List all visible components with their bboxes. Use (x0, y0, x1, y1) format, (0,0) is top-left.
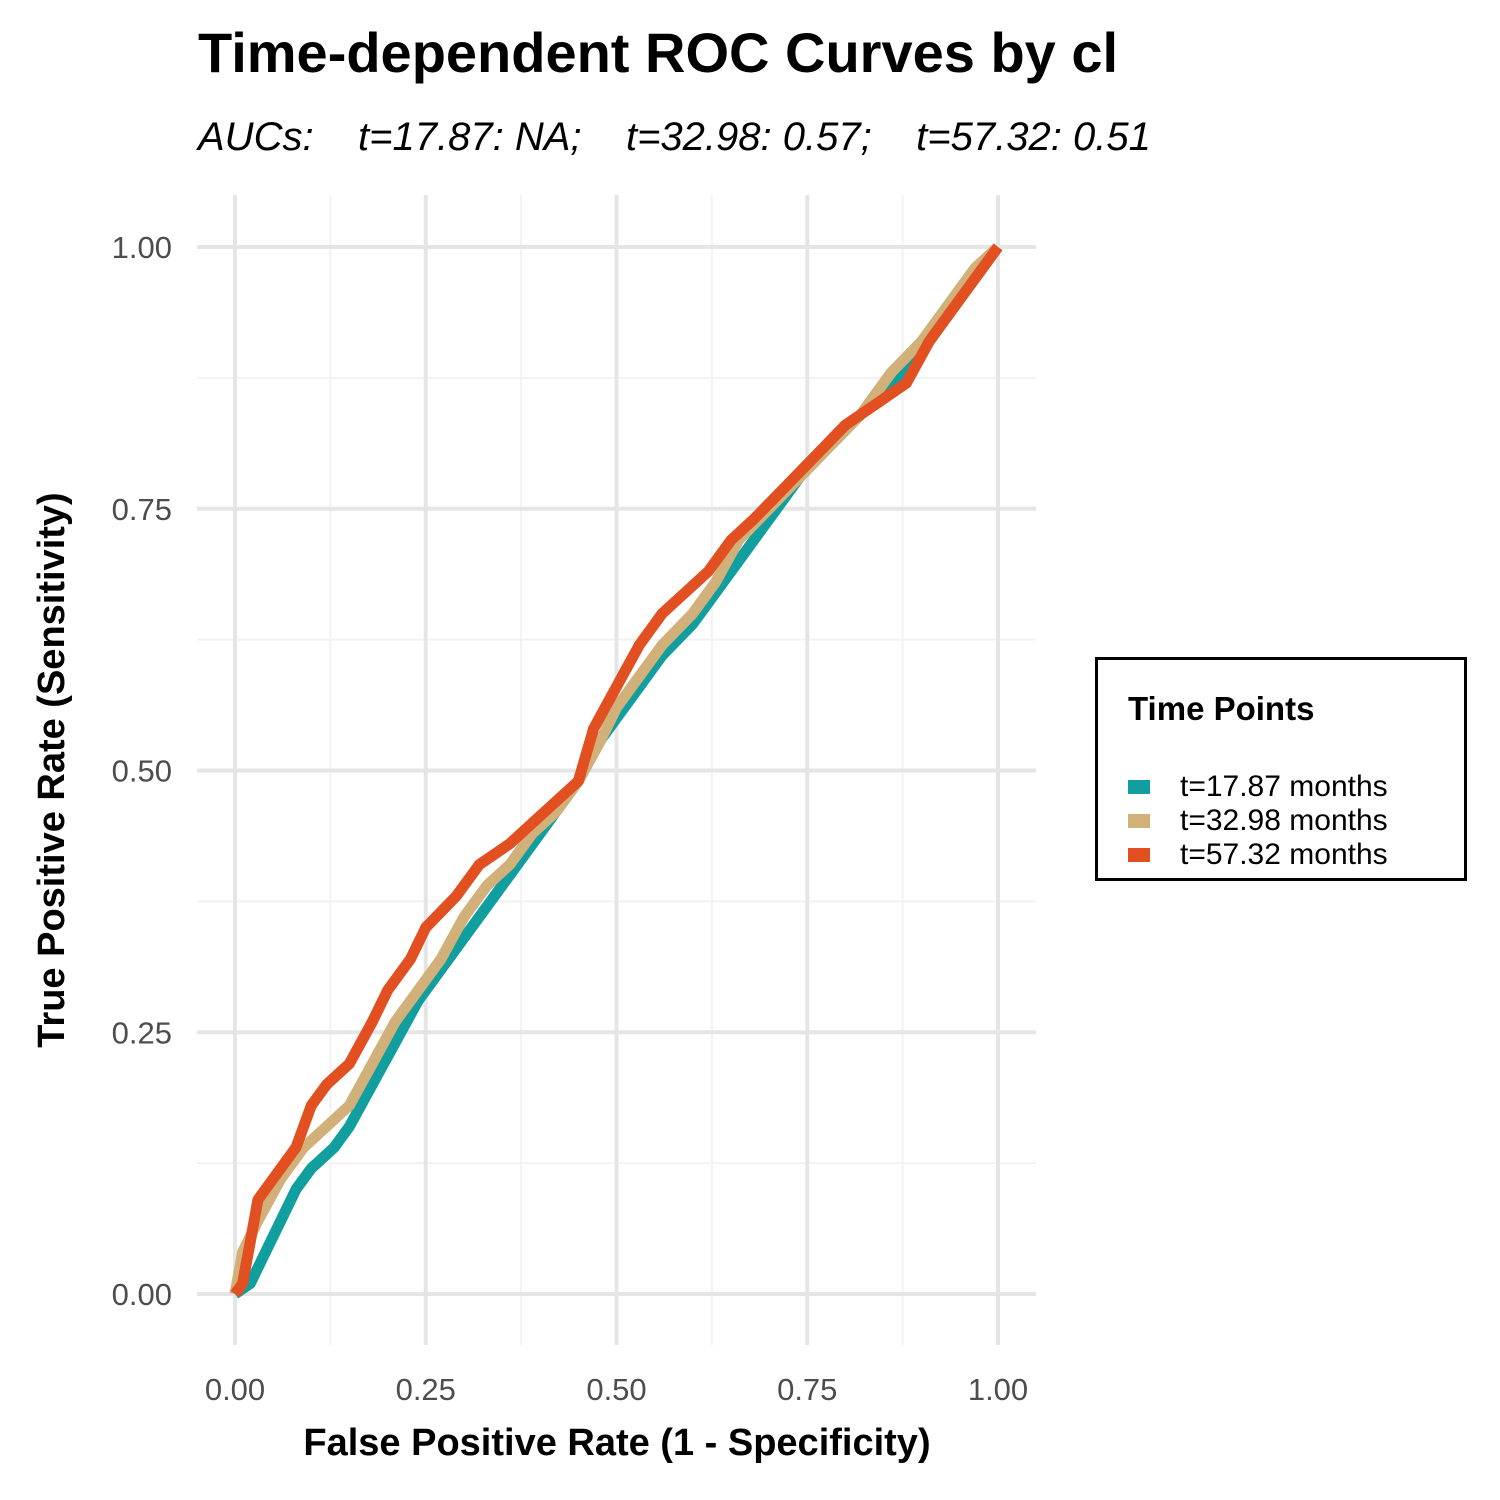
legend-swatch (1128, 814, 1150, 828)
y-axis-title: True Positive Rate (Sensitivity) (31, 492, 73, 1047)
x-tick-label: 0.25 (396, 1372, 456, 1407)
legend-label: t=32.98 months (1180, 804, 1388, 837)
legend-title: Time Points (1128, 690, 1315, 727)
x-tick-label: 0.75 (777, 1372, 837, 1407)
legend-item: t=32.98 months (1128, 804, 1388, 837)
x-axis-title: False Positive Rate (1 - Specificity) (303, 1422, 930, 1464)
legend-label: t=57.32 months (1180, 838, 1388, 871)
roc-curve-3 (230, 243, 1003, 1298)
x-tick-label: 0.50 (586, 1372, 646, 1407)
legend-item: t=17.87 months (1128, 770, 1388, 803)
legend-item: t=57.32 months (1128, 838, 1388, 871)
x-tick-label: 1.00 (968, 1372, 1028, 1407)
legend: Time Points t=17.87 months t=32.98 months… (1095, 657, 1467, 881)
major-gridlines (197, 195, 1036, 1345)
chart-subtitle: AUCs: t=17.87: NA; t=32.98: 0.57; t=57.3… (198, 115, 1151, 159)
x-axis-ticks: 0.00 0.25 0.50 0.75 1.00 (205, 1372, 1028, 1407)
y-tick-label: 0.25 (112, 1015, 172, 1050)
y-tick-label: 1.00 (112, 230, 172, 265)
series-layer (229, 242, 1003, 1299)
y-tick-label: 0.50 (112, 754, 172, 789)
legend-label: t=17.87 months (1180, 770, 1388, 803)
x-tick-label: 0.00 (205, 1372, 265, 1407)
legend-swatch (1128, 848, 1150, 862)
y-tick-label: 0.00 (112, 1277, 172, 1312)
legend-swatch (1128, 780, 1150, 794)
y-tick-label: 0.75 (112, 492, 172, 527)
chart-title: Time-dependent ROC Curves by cl (198, 21, 1119, 84)
y-axis-ticks: 0.00 0.25 0.50 0.75 1.00 (112, 230, 172, 1312)
